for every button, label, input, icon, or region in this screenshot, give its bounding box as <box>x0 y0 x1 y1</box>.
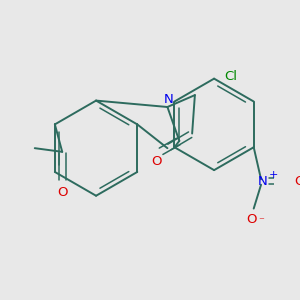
Text: Cl: Cl <box>224 70 237 83</box>
Text: O: O <box>57 186 68 199</box>
Text: N: N <box>164 93 173 106</box>
Text: N: N <box>258 175 268 188</box>
Text: +: + <box>269 170 278 180</box>
Text: O: O <box>151 155 162 168</box>
Text: ⁻: ⁻ <box>258 216 264 226</box>
Text: O: O <box>247 213 257 226</box>
Text: O: O <box>294 175 300 188</box>
